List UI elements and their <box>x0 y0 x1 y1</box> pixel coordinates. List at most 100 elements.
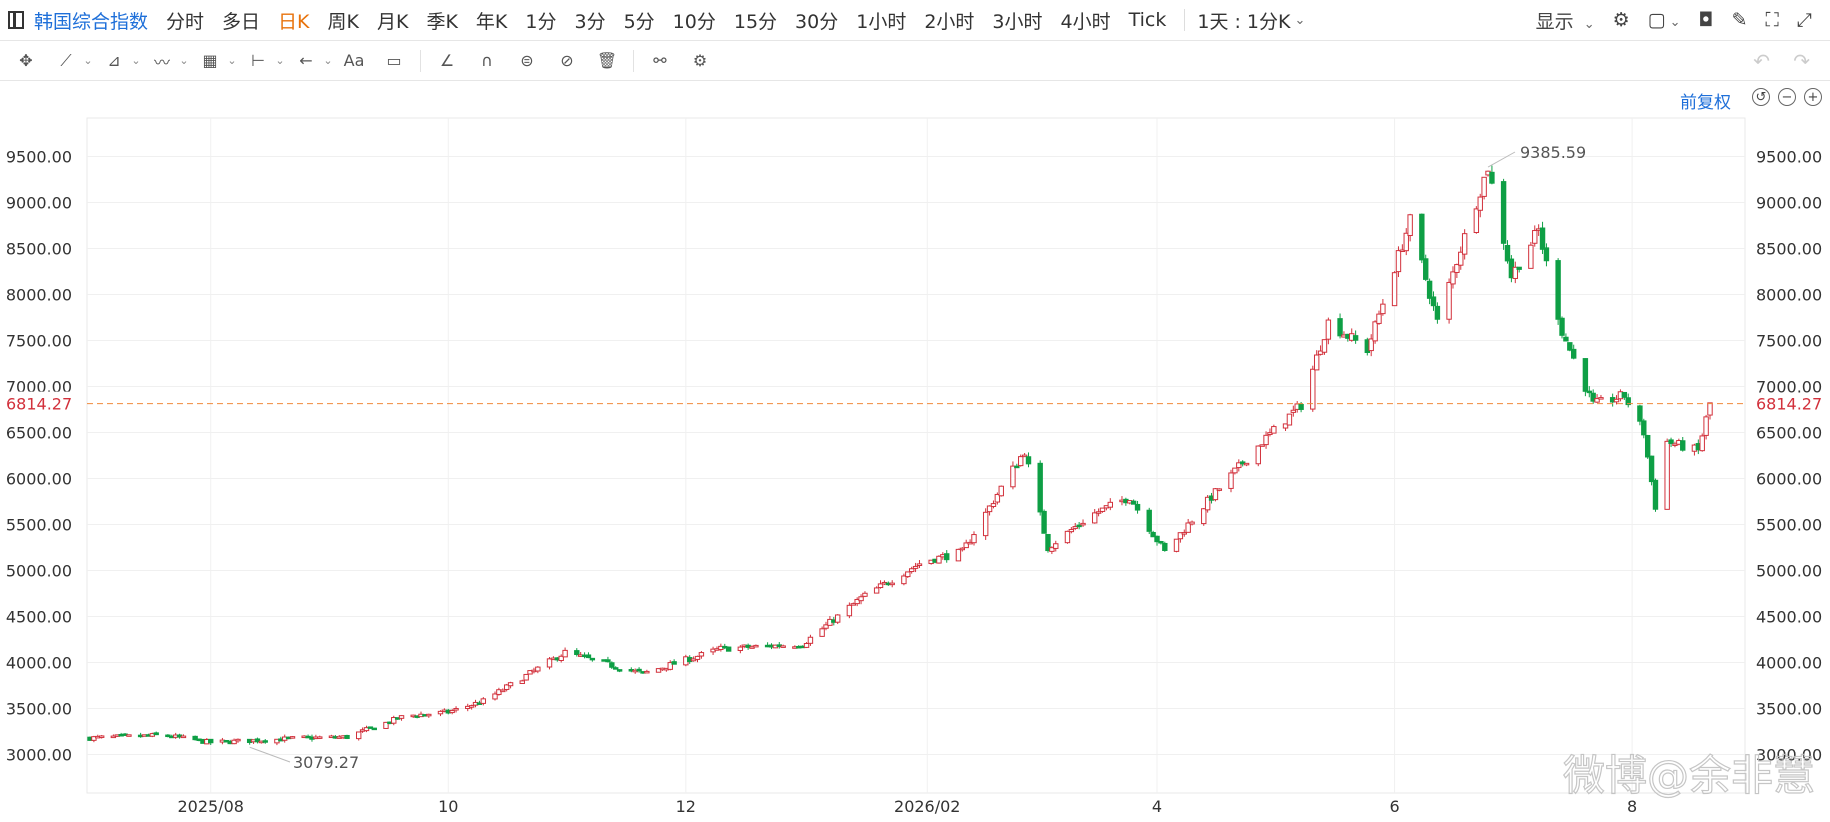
x-tick-label: 2025/08 <box>177 797 243 816</box>
zoom-in-icon[interactable]: + <box>1804 88 1822 106</box>
candle-down <box>1555 260 1561 320</box>
candle-down <box>153 732 159 736</box>
candle-up <box>807 636 814 644</box>
indicator-settings-icon[interactable]: ⚙ <box>692 51 708 70</box>
period-tab[interactable]: 分时 <box>166 10 205 33</box>
candle-up <box>959 547 966 551</box>
candle-down <box>1025 456 1032 465</box>
zoom-out-icon[interactable]: − <box>1778 88 1796 106</box>
chevron-down-icon[interactable]: ⌄ <box>275 54 285 67</box>
candle-up <box>1099 507 1106 512</box>
pen-icon[interactable]: ✎ <box>1731 9 1748 31</box>
candle-up <box>1290 409 1297 413</box>
candle-down <box>585 654 592 659</box>
candle-up <box>519 680 525 684</box>
chevron-down-icon[interactable]: ⌄ <box>323 54 333 67</box>
chevron-down-icon[interactable]: ⌄ <box>1294 12 1306 28</box>
y-tick-label-left: 6500.00 <box>6 424 72 443</box>
range-select[interactable]: 1天 : 1分K <box>1197 10 1291 33</box>
candle-up <box>289 736 296 739</box>
candle-up <box>1216 488 1223 491</box>
measure-tool-icon[interactable]: ⊢ <box>251 51 265 70</box>
arrow-tool-icon[interactable]: ← <box>299 51 313 70</box>
period-tab[interactable]: Tick <box>1128 9 1167 31</box>
display-menu[interactable]: 显示 ⌄ <box>1536 7 1595 34</box>
fit-icon[interactable]: ⤢ <box>1796 9 1812 31</box>
candle-down <box>1423 258 1429 280</box>
y-tick-label-right: 8000.00 <box>1756 286 1822 305</box>
polyline-tool-icon[interactable]: ⊿ <box>107 51 121 70</box>
candle-up <box>1080 522 1086 526</box>
period-tab[interactable]: 月K <box>376 10 409 33</box>
candle-up <box>644 670 650 674</box>
chevron-down-icon[interactable]: ⌄ <box>83 54 93 67</box>
adjust-mode-button[interactable]: 前复权 <box>1680 93 1731 113</box>
camera-icon[interactable]: ◘ <box>1698 9 1714 31</box>
period-tab[interactable]: 10分 <box>672 10 716 33</box>
candle-up <box>180 735 187 739</box>
candle-up <box>391 717 397 724</box>
text-tool-icon[interactable]: Aa <box>343 51 365 70</box>
period-tab[interactable]: 5分 <box>623 10 655 33</box>
chevron-down-icon: ⌄ <box>1583 16 1595 32</box>
y-axis-right: 3000.00 3500.00 4000.00 4500.00 5000.00 5500.… <box>1756 148 1822 765</box>
toolbar-divider <box>1184 9 1186 31</box>
candle-down <box>1567 342 1573 351</box>
y-tick-label-right: 6500.00 <box>1756 424 1822 443</box>
period-tab-active[interactable]: 日K <box>278 10 310 33</box>
comment-tool-icon[interactable]: ▭ <box>386 51 402 70</box>
candle-down <box>671 661 677 665</box>
candle-up <box>126 734 132 737</box>
period-tab[interactable]: 4小时 <box>1060 10 1111 33</box>
fullscreen-icon[interactable]: ⛶ <box>1765 9 1779 31</box>
symbol-name[interactable]: 韩国综合指数 <box>34 10 149 33</box>
settings-icon[interactable]: ⚙ <box>1612 9 1630 31</box>
period-tab[interactable]: 15分 <box>733 10 778 33</box>
candle-down <box>1539 227 1546 250</box>
hide-drawings-icon[interactable]: ⊘ <box>560 51 574 70</box>
period-tab[interactable]: 多日 <box>222 10 261 33</box>
candle-up <box>1072 526 1078 529</box>
period-tab[interactable]: 周K <box>327 10 359 33</box>
y-axis-left: 3000.00 3500.00 4000.00 4500.00 5000.00 5500.… <box>6 148 72 765</box>
period-tab[interactable]: 3小时 <box>992 10 1043 33</box>
chevron-down-icon[interactable]: ⌄ <box>131 54 141 67</box>
period-tab[interactable]: 3分 <box>574 10 606 33</box>
chevron-down-icon[interactable]: ⌄ <box>179 54 189 67</box>
period-tab[interactable]: 1分 <box>525 10 557 33</box>
x-tick-label: 6 <box>1389 797 1399 816</box>
chevron-down-icon[interactable]: ⌄ <box>227 54 237 67</box>
move-icon[interactable]: ✥ <box>19 51 33 70</box>
period-tab[interactable]: 30分 <box>795 10 839 33</box>
magnet-icon[interactable]: ∩ <box>481 51 493 70</box>
candle-up <box>1454 264 1460 273</box>
candle-up <box>994 493 1001 503</box>
period-tab[interactable]: 1小时 <box>856 10 907 33</box>
reset-icon[interactable]: ↺ <box>1752 88 1770 106</box>
x-axis: 2025/08 10 12 2026/02 4 6 8 <box>177 797 1637 816</box>
undo-icon[interactable]: ↶ <box>1753 49 1770 73</box>
compare-icon[interactable]: ⚯ <box>653 51 667 70</box>
candle-up <box>873 587 880 594</box>
period-tab[interactable]: 年K <box>475 10 508 33</box>
lock-drawings-icon[interactable]: ⊜ <box>520 51 534 70</box>
wave-tool-icon[interactable]: 〰 <box>153 52 170 72</box>
y-tick-label-right: 4000.00 <box>1756 654 1822 673</box>
period-tab[interactable]: 季K <box>426 10 458 33</box>
layout-icon[interactable]: ▢ ⌄ <box>1647 9 1681 31</box>
candle-up <box>1259 444 1265 447</box>
period-tab[interactable]: 2小时 <box>924 10 975 33</box>
line-tool-icon[interactable]: ⟋ <box>60 50 72 70</box>
candle-up <box>1204 496 1211 511</box>
candle-up <box>1395 250 1402 273</box>
trash-icon[interactable]: 🗑 <box>596 51 618 70</box>
candle-down <box>1014 465 1020 469</box>
fib-tool-icon[interactable]: ▦ <box>202 51 218 70</box>
redo-icon[interactable]: ↷ <box>1793 49 1810 73</box>
candle-up <box>1201 508 1207 525</box>
panel-toggle-icon[interactable] <box>8 11 24 29</box>
candle-up <box>971 534 977 544</box>
candle-up <box>98 735 105 738</box>
angle-tool-icon[interactable]: ∠ <box>439 51 455 70</box>
